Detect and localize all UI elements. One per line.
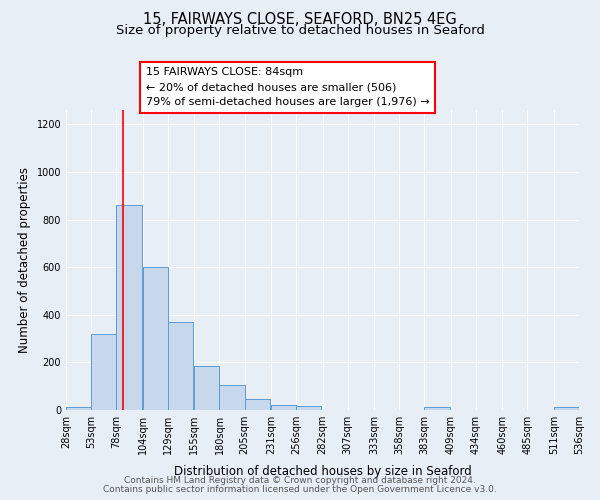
Text: Size of property relative to detached houses in Seaford: Size of property relative to detached ho… <box>116 24 484 37</box>
Text: Contains public sector information licensed under the Open Government Licence v3: Contains public sector information licen… <box>103 485 497 494</box>
Y-axis label: Number of detached properties: Number of detached properties <box>18 167 31 353</box>
Bar <box>271 405 296 410</box>
Bar <box>296 406 322 410</box>
Text: 15 FAIRWAYS CLOSE: 84sqm
← 20% of detached houses are smaller (506)
79% of semi-: 15 FAIRWAYS CLOSE: 84sqm ← 20% of detach… <box>146 68 429 107</box>
Bar <box>66 407 91 410</box>
Text: Contains HM Land Registry data © Crown copyright and database right 2024.: Contains HM Land Registry data © Crown c… <box>124 476 476 485</box>
Bar <box>116 205 142 410</box>
Text: 15, FAIRWAYS CLOSE, SEAFORD, BN25 4EG: 15, FAIRWAYS CLOSE, SEAFORD, BN25 4EG <box>143 12 457 28</box>
Bar <box>143 267 168 410</box>
Bar <box>554 407 579 410</box>
Bar <box>220 385 245 410</box>
Bar <box>245 400 270 410</box>
Bar <box>91 334 116 410</box>
X-axis label: Distribution of detached houses by size in Seaford: Distribution of detached houses by size … <box>173 466 472 478</box>
Bar <box>424 407 450 410</box>
Bar <box>194 366 220 410</box>
Bar <box>168 322 193 410</box>
